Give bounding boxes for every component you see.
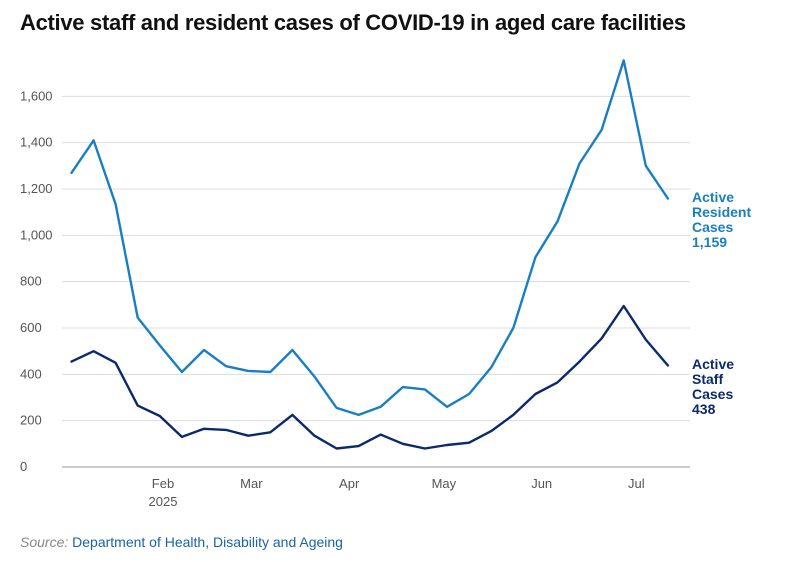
y-tick-label: 0 (20, 459, 27, 474)
source-link[interactable]: Department of Health, Disability and Age… (72, 534, 343, 550)
y-tick-label: 1,600 (20, 88, 53, 103)
y-tick-label: 800 (20, 274, 42, 289)
series-last-value-staff: 438 (692, 401, 716, 417)
series-line-staff (70, 304, 670, 450)
x-tick-label: Apr (339, 476, 360, 491)
y-tick-label: 1,200 (20, 181, 53, 196)
source-note: Source: Department of Health, Disability… (20, 534, 343, 550)
series-label-staff: Cases (692, 386, 733, 402)
series-label-resident: Resident (692, 204, 751, 220)
x-tick-label: Jul (628, 476, 645, 491)
x-tick-label: Mar (240, 476, 263, 491)
x-tick-sublabel: 2025 (149, 494, 178, 509)
chart-title: Active staff and resident cases of COVID… (20, 10, 686, 35)
y-tick-label: 200 (20, 413, 42, 428)
series-label-resident: Cases (692, 219, 733, 235)
y-tick-label: 1,400 (20, 135, 53, 150)
x-tick-label: Feb (152, 476, 174, 491)
x-tick-label: May (432, 476, 457, 491)
series-label-staff: Staff (692, 371, 723, 387)
x-axis-ticks: Feb 2025 Mar Apr May Jun Jul (149, 476, 645, 509)
series-line-resident (70, 59, 670, 417)
y-tick-label: 400 (20, 366, 42, 381)
source-label: Source: (20, 534, 69, 550)
series-last-value-resident: 1,159 (692, 234, 727, 250)
y-axis-ticks: 0 200 400 600 800 1,000 1,200 1,400 1,600 (20, 88, 53, 474)
series (70, 59, 670, 450)
y-tick-label: 600 (20, 320, 42, 335)
y-tick-label: 1,000 (20, 227, 53, 242)
series-label-staff: Active (692, 356, 734, 372)
series-label-resident: Active (692, 189, 734, 205)
x-tick-label: Jun (531, 476, 552, 491)
series-end-labels: ActiveResidentCases1,159ActiveStaffCases… (692, 189, 751, 417)
grid (62, 95, 690, 468)
